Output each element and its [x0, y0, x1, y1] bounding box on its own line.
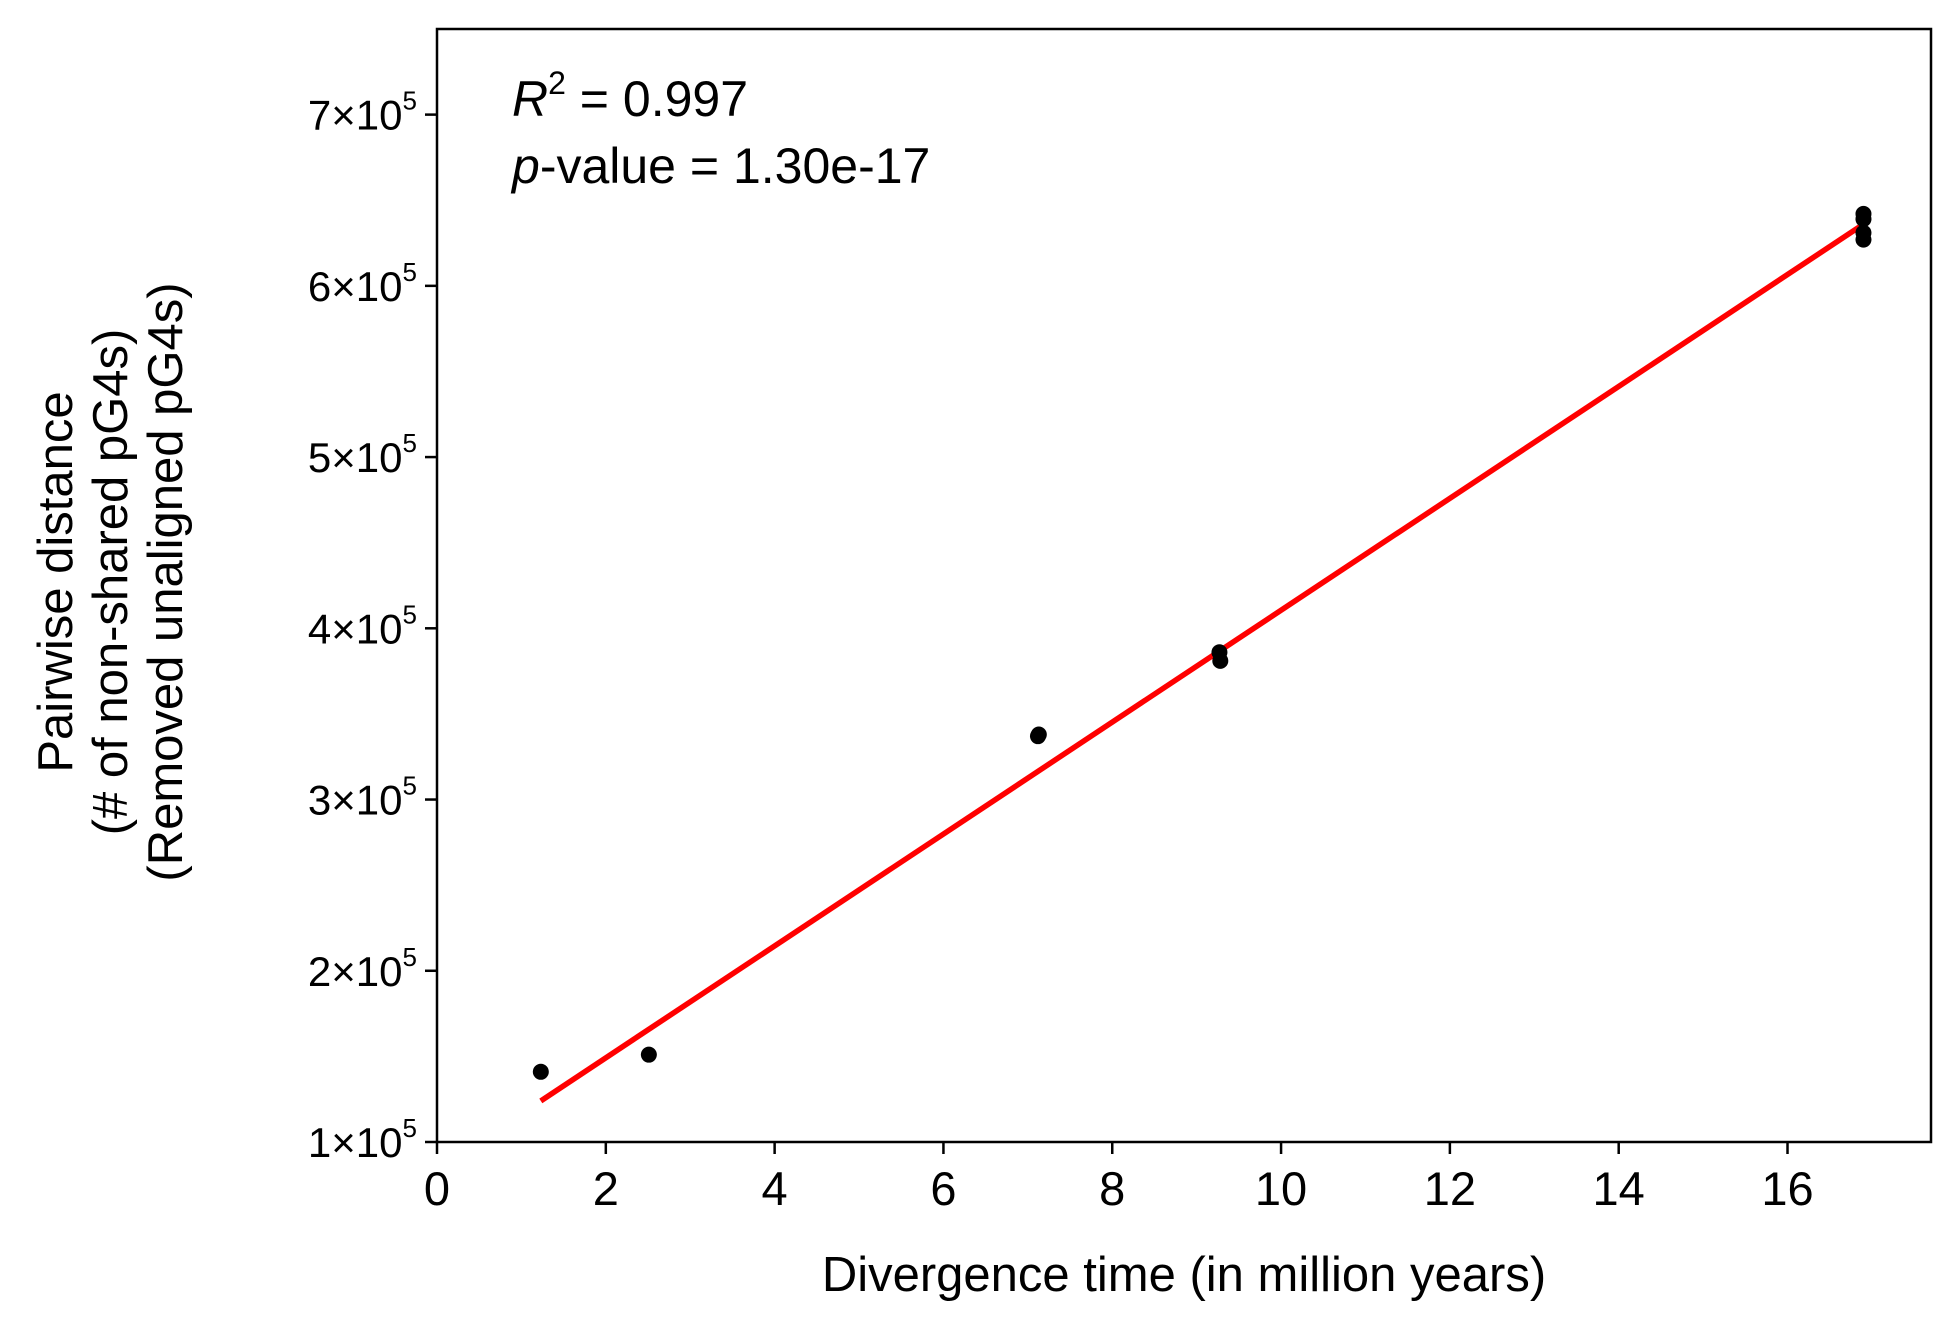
p-value-symbol: p: [510, 138, 540, 194]
y-tick-mantissa: 2×10: [308, 948, 403, 995]
y-tick-exponent: 5: [403, 599, 417, 629]
y-tick-mantissa: 7×10: [308, 92, 403, 139]
x-tick-label: 8: [1099, 1162, 1125, 1215]
y-tick-mantissa: 3×10: [308, 777, 403, 824]
y-tick-mantissa: 5×10: [308, 434, 403, 481]
y-tick-label: 2×105: [308, 942, 417, 995]
y-tick-exponent: 5: [403, 1113, 417, 1143]
y-tick-exponent: 5: [403, 771, 417, 801]
x-tick-label: 16: [1761, 1162, 1813, 1215]
fit-line-layer: [539, 221, 1865, 1104]
data-point: [1855, 231, 1872, 248]
y-tick-mantissa: 6×10: [308, 263, 403, 310]
y-tick-label: 6×105: [308, 257, 417, 310]
y-axis-label: Pairwise distance (# of non-shared pG4s)…: [29, 282, 193, 881]
p-value-text: -value = 1.30e-17: [540, 138, 931, 194]
x-tick-label: 6: [930, 1162, 956, 1215]
y-tick-mantissa: 1×10: [308, 1119, 403, 1166]
data-point: [532, 1063, 549, 1080]
stats-annotation: R2 = 0.997 p-value = 1.30e-17: [510, 65, 930, 194]
plot-frame: [435, 27, 1933, 1144]
y-tick-exponent: 5: [403, 86, 417, 116]
data-point: [1855, 211, 1872, 228]
x-axis-label: Divergence time (in million years): [822, 1248, 1546, 1302]
r-squared-annotation: R2 = 0.997: [512, 65, 748, 127]
y-tick-label: 5×105: [308, 428, 417, 481]
x-tick-label: 4: [762, 1162, 788, 1215]
regression-line: [539, 221, 1865, 1104]
data-point: [1212, 652, 1229, 669]
r-squared-value: = 0.997: [566, 71, 748, 127]
x-tick-label: 14: [1593, 1162, 1645, 1215]
y-tick-exponent: 5: [403, 428, 417, 458]
x-tick-label: 0: [424, 1162, 450, 1215]
y-axis-label-line-2: (# of non-shared pG4s): [84, 329, 138, 836]
p-value-annotation: p-value = 1.30e-17: [510, 138, 930, 194]
data-point: [640, 1046, 657, 1063]
x-tick-label: 2: [593, 1162, 619, 1215]
y-tick-label: 3×105: [308, 771, 417, 824]
y-tick-label: 4×105: [308, 599, 417, 652]
x-axis-ticks: 0 2 4 6 8 10 12 14 16: [424, 1142, 1814, 1215]
x-tick-label: 10: [1255, 1162, 1307, 1215]
data-points: [532, 205, 1872, 1080]
y-tick-exponent: 5: [403, 257, 417, 287]
y-axis-label-line-1: Pairwise distance: [29, 391, 83, 772]
r-squared-exponent: 2: [548, 65, 566, 101]
y-axis-label-line-3: (Removed unaligned pG4s): [139, 282, 193, 881]
y-tick-label: 1×105: [308, 1113, 417, 1166]
y-tick-exponent: 5: [403, 942, 417, 972]
data-point: [1030, 726, 1047, 743]
r-squared-symbol: R: [512, 71, 548, 127]
y-tick-mantissa: 4×10: [308, 605, 403, 652]
y-tick-label: 7×105: [308, 86, 417, 139]
x-tick-label: 12: [1424, 1162, 1476, 1215]
